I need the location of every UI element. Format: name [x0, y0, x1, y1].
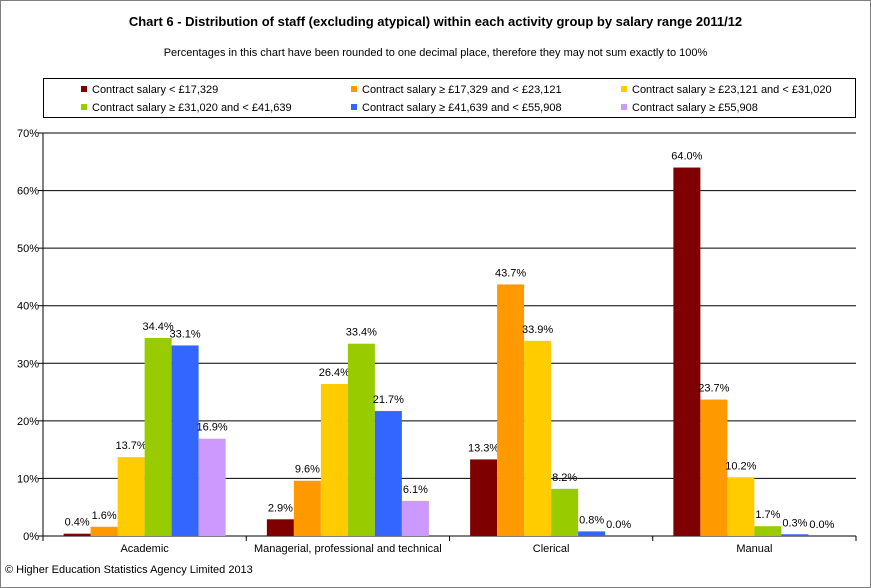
- bar: [578, 531, 606, 536]
- data-label: 33.1%: [170, 328, 201, 340]
- legend-item: Contract salary ≥ £41,639 and < £55,908: [351, 101, 562, 115]
- chart-subtitle: Percentages in this chart have been roun…: [163, 47, 708, 59]
- data-label: 10.2%: [725, 460, 756, 472]
- y-tick-label: 20%: [17, 416, 39, 428]
- data-label: 16.9%: [197, 422, 228, 434]
- bar: [754, 526, 782, 536]
- legend-swatch: [81, 86, 87, 92]
- y-tick-label: 0%: [23, 531, 39, 543]
- data-label: 0.8%: [579, 514, 604, 526]
- legend-item: Contract salary ≥ £17,329 and < £23,121: [351, 83, 562, 97]
- data-label: 0.4%: [65, 517, 90, 529]
- legend-swatch: [621, 104, 627, 110]
- legend-swatch: [351, 104, 357, 110]
- legend-swatch: [351, 86, 357, 92]
- data-label: 1.6%: [92, 510, 117, 522]
- legend-item: Contract salary < £17,329: [81, 83, 218, 97]
- data-label: 6.1%: [403, 484, 428, 496]
- data-label: 8.2%: [552, 472, 577, 484]
- y-tick-label: 50%: [17, 243, 39, 255]
- bar: [198, 438, 226, 536]
- data-label: 0.0%: [809, 519, 834, 531]
- bar: [470, 459, 498, 536]
- bar: [524, 340, 552, 536]
- bar: [551, 488, 579, 536]
- x-tick-label: Managerial, professional and technical: [254, 543, 442, 555]
- legend-swatch: [621, 86, 627, 92]
- legend-label: Contract salary ≥ £23,121 and < £31,020: [632, 84, 832, 96]
- data-label: 34.4%: [143, 321, 174, 333]
- legend-label: Contract salary < £17,329: [92, 84, 219, 96]
- data-label: 23.7%: [698, 383, 729, 395]
- chart-legend: Contract salary < £17,329 Contract salar…: [43, 78, 856, 118]
- bar: [63, 533, 91, 536]
- data-label: 0.0%: [606, 519, 631, 531]
- legend-label: Contract salary ≥ £31,020 and < £41,639: [92, 102, 292, 114]
- bar: [497, 284, 525, 536]
- bar: [144, 337, 172, 536]
- bar: [117, 457, 145, 536]
- data-label: 33.9%: [522, 324, 553, 336]
- bar: [374, 411, 402, 536]
- bar: [401, 500, 429, 536]
- data-label: 64.0%: [671, 151, 702, 163]
- data-label: 9.6%: [295, 464, 320, 476]
- legend-item: Contract salary ≥ £31,020 and < £41,639: [81, 101, 292, 115]
- data-label: 1.7%: [755, 509, 780, 521]
- y-tick-label: 70%: [17, 128, 39, 140]
- data-label: 13.3%: [468, 442, 499, 454]
- bar: [320, 384, 348, 536]
- bar: [347, 343, 375, 536]
- data-label: 26.4%: [319, 367, 350, 379]
- data-label: 21.7%: [373, 394, 404, 406]
- legend-item: Contract salary ≥ £55,908: [621, 101, 758, 115]
- legend-label: Contract salary ≥ £55,908: [632, 102, 758, 114]
- y-tick-label: 10%: [17, 473, 39, 485]
- data-label: 13.7%: [116, 440, 147, 452]
- x-tick-label: Manual: [736, 543, 772, 555]
- y-tick-label: 30%: [17, 358, 39, 370]
- bar: [781, 534, 809, 536]
- legend-label: Contract salary ≥ £17,329 and < £23,121: [362, 84, 562, 96]
- copyright-footer: © Higher Education Statistics Agency Lim…: [5, 564, 253, 576]
- data-label: 0.3%: [782, 517, 807, 529]
- chart-title: Chart 6 - Distribution of staff (excludi…: [128, 14, 743, 29]
- y-tick-label: 60%: [17, 186, 39, 198]
- bar: [700, 399, 728, 536]
- legend-label: Contract salary ≥ £41,639 and < £55,908: [362, 102, 562, 114]
- data-label: 2.9%: [268, 502, 293, 514]
- bar: [266, 519, 294, 536]
- bar: [673, 167, 701, 537]
- x-tick-label: Academic: [120, 543, 169, 555]
- bar: [171, 345, 199, 536]
- legend-item: Contract salary ≥ £23,121 and < £31,020: [621, 83, 832, 97]
- data-label: 33.4%: [346, 327, 377, 339]
- legend-swatch: [81, 104, 87, 110]
- data-label: 43.7%: [495, 267, 526, 279]
- bar: [727, 477, 755, 536]
- bar: [90, 526, 118, 536]
- x-tick-label: Clerical: [533, 543, 570, 555]
- y-tick-label: 40%: [17, 301, 39, 313]
- bar: [293, 480, 321, 536]
